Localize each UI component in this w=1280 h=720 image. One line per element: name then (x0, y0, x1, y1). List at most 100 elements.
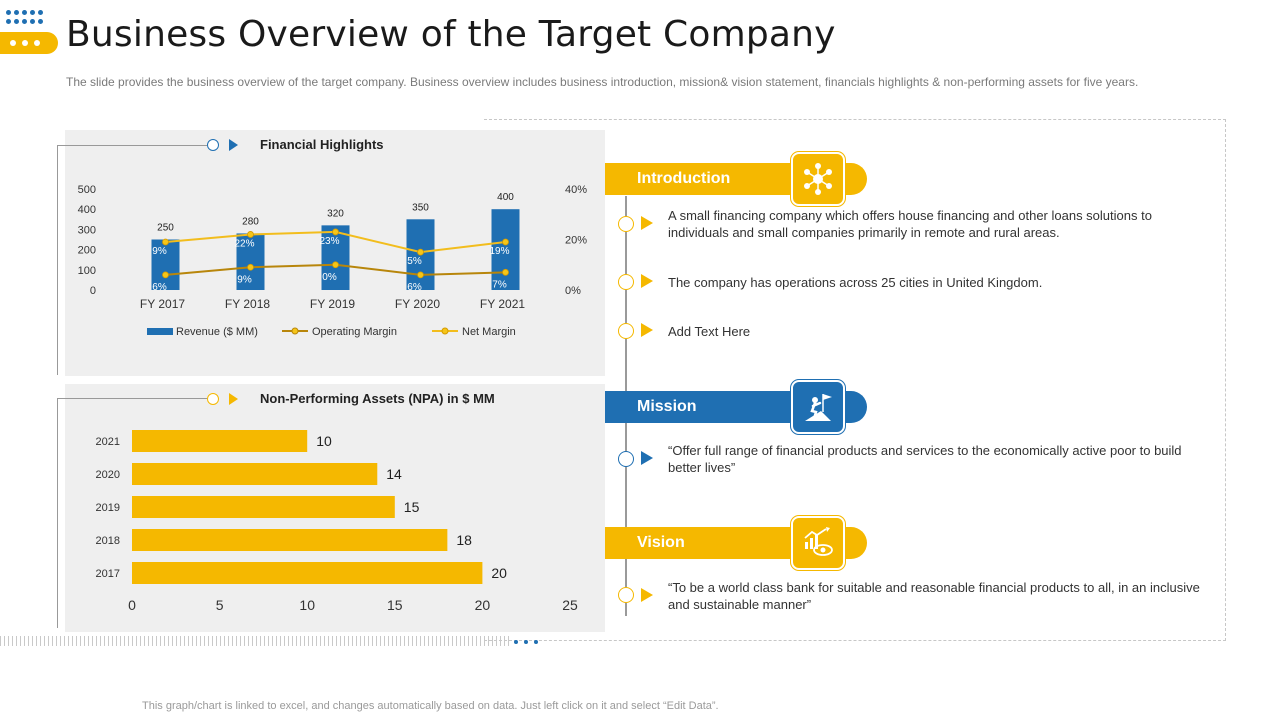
financial-connector-line (57, 145, 207, 375)
bottom-dots-decoration (514, 640, 544, 644)
right-tick-label: 40% (565, 184, 587, 196)
page-title: Business Overview of the Target Company (66, 14, 836, 55)
npa-x-tick-label: 25 (562, 597, 578, 613)
legend-operating-margin-marker (291, 327, 299, 335)
intro-point-2: The company has operations across 25 cit… (668, 275, 1043, 290)
npa-category-label: 2019 (96, 502, 120, 514)
intro-point-3-arrow-icon (641, 323, 653, 337)
npa-data-label: 14 (386, 466, 402, 482)
left-tick-label: 100 (78, 265, 96, 277)
operating-margin-point (502, 268, 509, 276)
operating-margin-data-label: 6% (407, 282, 422, 293)
page-subtitle: The slide provides the business overview… (66, 75, 1139, 89)
financial-highlights-title: Financial Highlights (260, 137, 384, 152)
npa-bar (132, 562, 483, 584)
intro-point-1-marker (618, 216, 634, 232)
mission-arrow-icon (641, 451, 653, 465)
npa-category-label: 2021 (96, 436, 120, 448)
bottom-hatch-decoration (0, 636, 510, 646)
npa-x-tick-label: 20 (475, 597, 491, 613)
intro-point-2-arrow-icon (641, 274, 653, 288)
revenue-data-label: 350 (412, 202, 429, 213)
network-icon (791, 152, 845, 206)
legend-revenue-label: Revenue ($ MM) (176, 326, 258, 338)
operating-margin-data-label: 0% (322, 272, 337, 283)
operating-margin-data-label: 9% (237, 274, 252, 285)
mission-point-marker (618, 451, 634, 467)
logo-dots-decoration (6, 10, 46, 30)
vision-text: “To be a world class bank for suitable a… (668, 580, 1200, 612)
npa-ring-icon (207, 393, 219, 405)
npa-x-tick-label: 5 (216, 597, 224, 613)
revenue-bar (491, 209, 520, 290)
revenue-data-label: 280 (242, 216, 259, 227)
net-margin-point (247, 231, 254, 238)
category-label: FY 2020 (395, 297, 440, 311)
net-margin-point (417, 248, 424, 256)
left-tick-label: 500 (78, 184, 96, 196)
revenue-bar (151, 239, 180, 290)
operating-margin-point (247, 263, 254, 271)
intro-point-3[interactable]: Add Text Here (668, 324, 751, 339)
financial-arrow-icon (229, 139, 238, 151)
net-margin-data-label: 9% (152, 246, 167, 257)
npa-bar (132, 529, 448, 551)
right-tick-label: 0% (565, 285, 581, 297)
npa-arrow-icon (229, 393, 238, 405)
operating-margin-data-label: 7% (492, 279, 507, 290)
footer-note: This graph/chart is linked to excel, and… (142, 700, 719, 712)
operating-margin-data-label: 6% (152, 282, 167, 293)
left-tick-label: 200 (78, 245, 96, 257)
net-margin-data-label: 22% (234, 238, 254, 249)
revenue-data-label: 400 (497, 192, 514, 203)
vision-point-marker (618, 587, 634, 603)
npa-bar (132, 496, 395, 518)
operating-margin-point (332, 261, 339, 269)
net-margin-point (502, 238, 509, 246)
legend-net-margin-label: Net Margin (462, 326, 516, 338)
revenue-bar (236, 233, 265, 290)
revenue-bar (321, 225, 350, 290)
net-margin-data-label: 19% (489, 246, 509, 257)
npa-category-label: 2018 (96, 535, 120, 547)
npa-connector-line (57, 398, 207, 628)
category-label: FY 2019 (310, 297, 355, 311)
npa-title: Non-Performing Assets (NPA) in $ MM (260, 391, 495, 406)
financial-ring-icon (207, 139, 219, 151)
growth-eye-icon (791, 516, 845, 570)
legend-operating-margin-label: Operating Margin (312, 326, 397, 338)
npa-x-tick-label: 0 (128, 597, 136, 613)
logo-pill-decoration (0, 32, 58, 54)
category-label: FY 2017 (140, 297, 185, 311)
legend-revenue-swatch (147, 328, 173, 335)
revenue-data-label: 250 (157, 223, 174, 234)
vision-arrow-icon (641, 588, 653, 602)
net-margin-data-label: 5% (407, 256, 422, 267)
npa-data-label: 20 (491, 565, 507, 581)
npa-data-label: 15 (404, 499, 420, 515)
intro-point-3-marker (618, 323, 634, 339)
net-margin-point (162, 238, 169, 246)
npa-bar (132, 430, 308, 452)
intro-point-2-marker (618, 274, 634, 290)
operating-margin-point (162, 271, 169, 279)
category-label: FY 2018 (225, 297, 270, 311)
net-margin-point (332, 228, 339, 236)
npa-bar (132, 463, 378, 485)
right-dashed-frame (484, 119, 1226, 641)
npa-category-label: 2017 (96, 568, 120, 580)
npa-chart[interactable]: 10 14 15 18 20 2021 2020 2019 2018 2017 0 5 10 15 20… (65, 384, 605, 632)
npa-data-label: 10 (316, 433, 332, 449)
legend-net-margin-marker (441, 327, 449, 335)
mission-text: “Offer full range of financial products … (668, 443, 1182, 475)
net-margin-data-label: 23% (319, 236, 339, 247)
right-tick-label: 20% (565, 235, 587, 247)
npa-x-tick-label: 15 (387, 597, 403, 613)
npa-x-tick-label: 10 (299, 597, 315, 613)
financial-chart[interactable]: 500 400 300 200 100 0 40% 20% 0% 250 280 320 350 40… (65, 130, 605, 376)
intro-point-1: A small financing company which offers h… (668, 208, 1152, 240)
left-tick-label: 0 (90, 285, 96, 297)
category-label: FY 2021 (480, 297, 525, 311)
revenue-data-label: 320 (327, 208, 344, 219)
operating-margin-point (417, 271, 424, 279)
